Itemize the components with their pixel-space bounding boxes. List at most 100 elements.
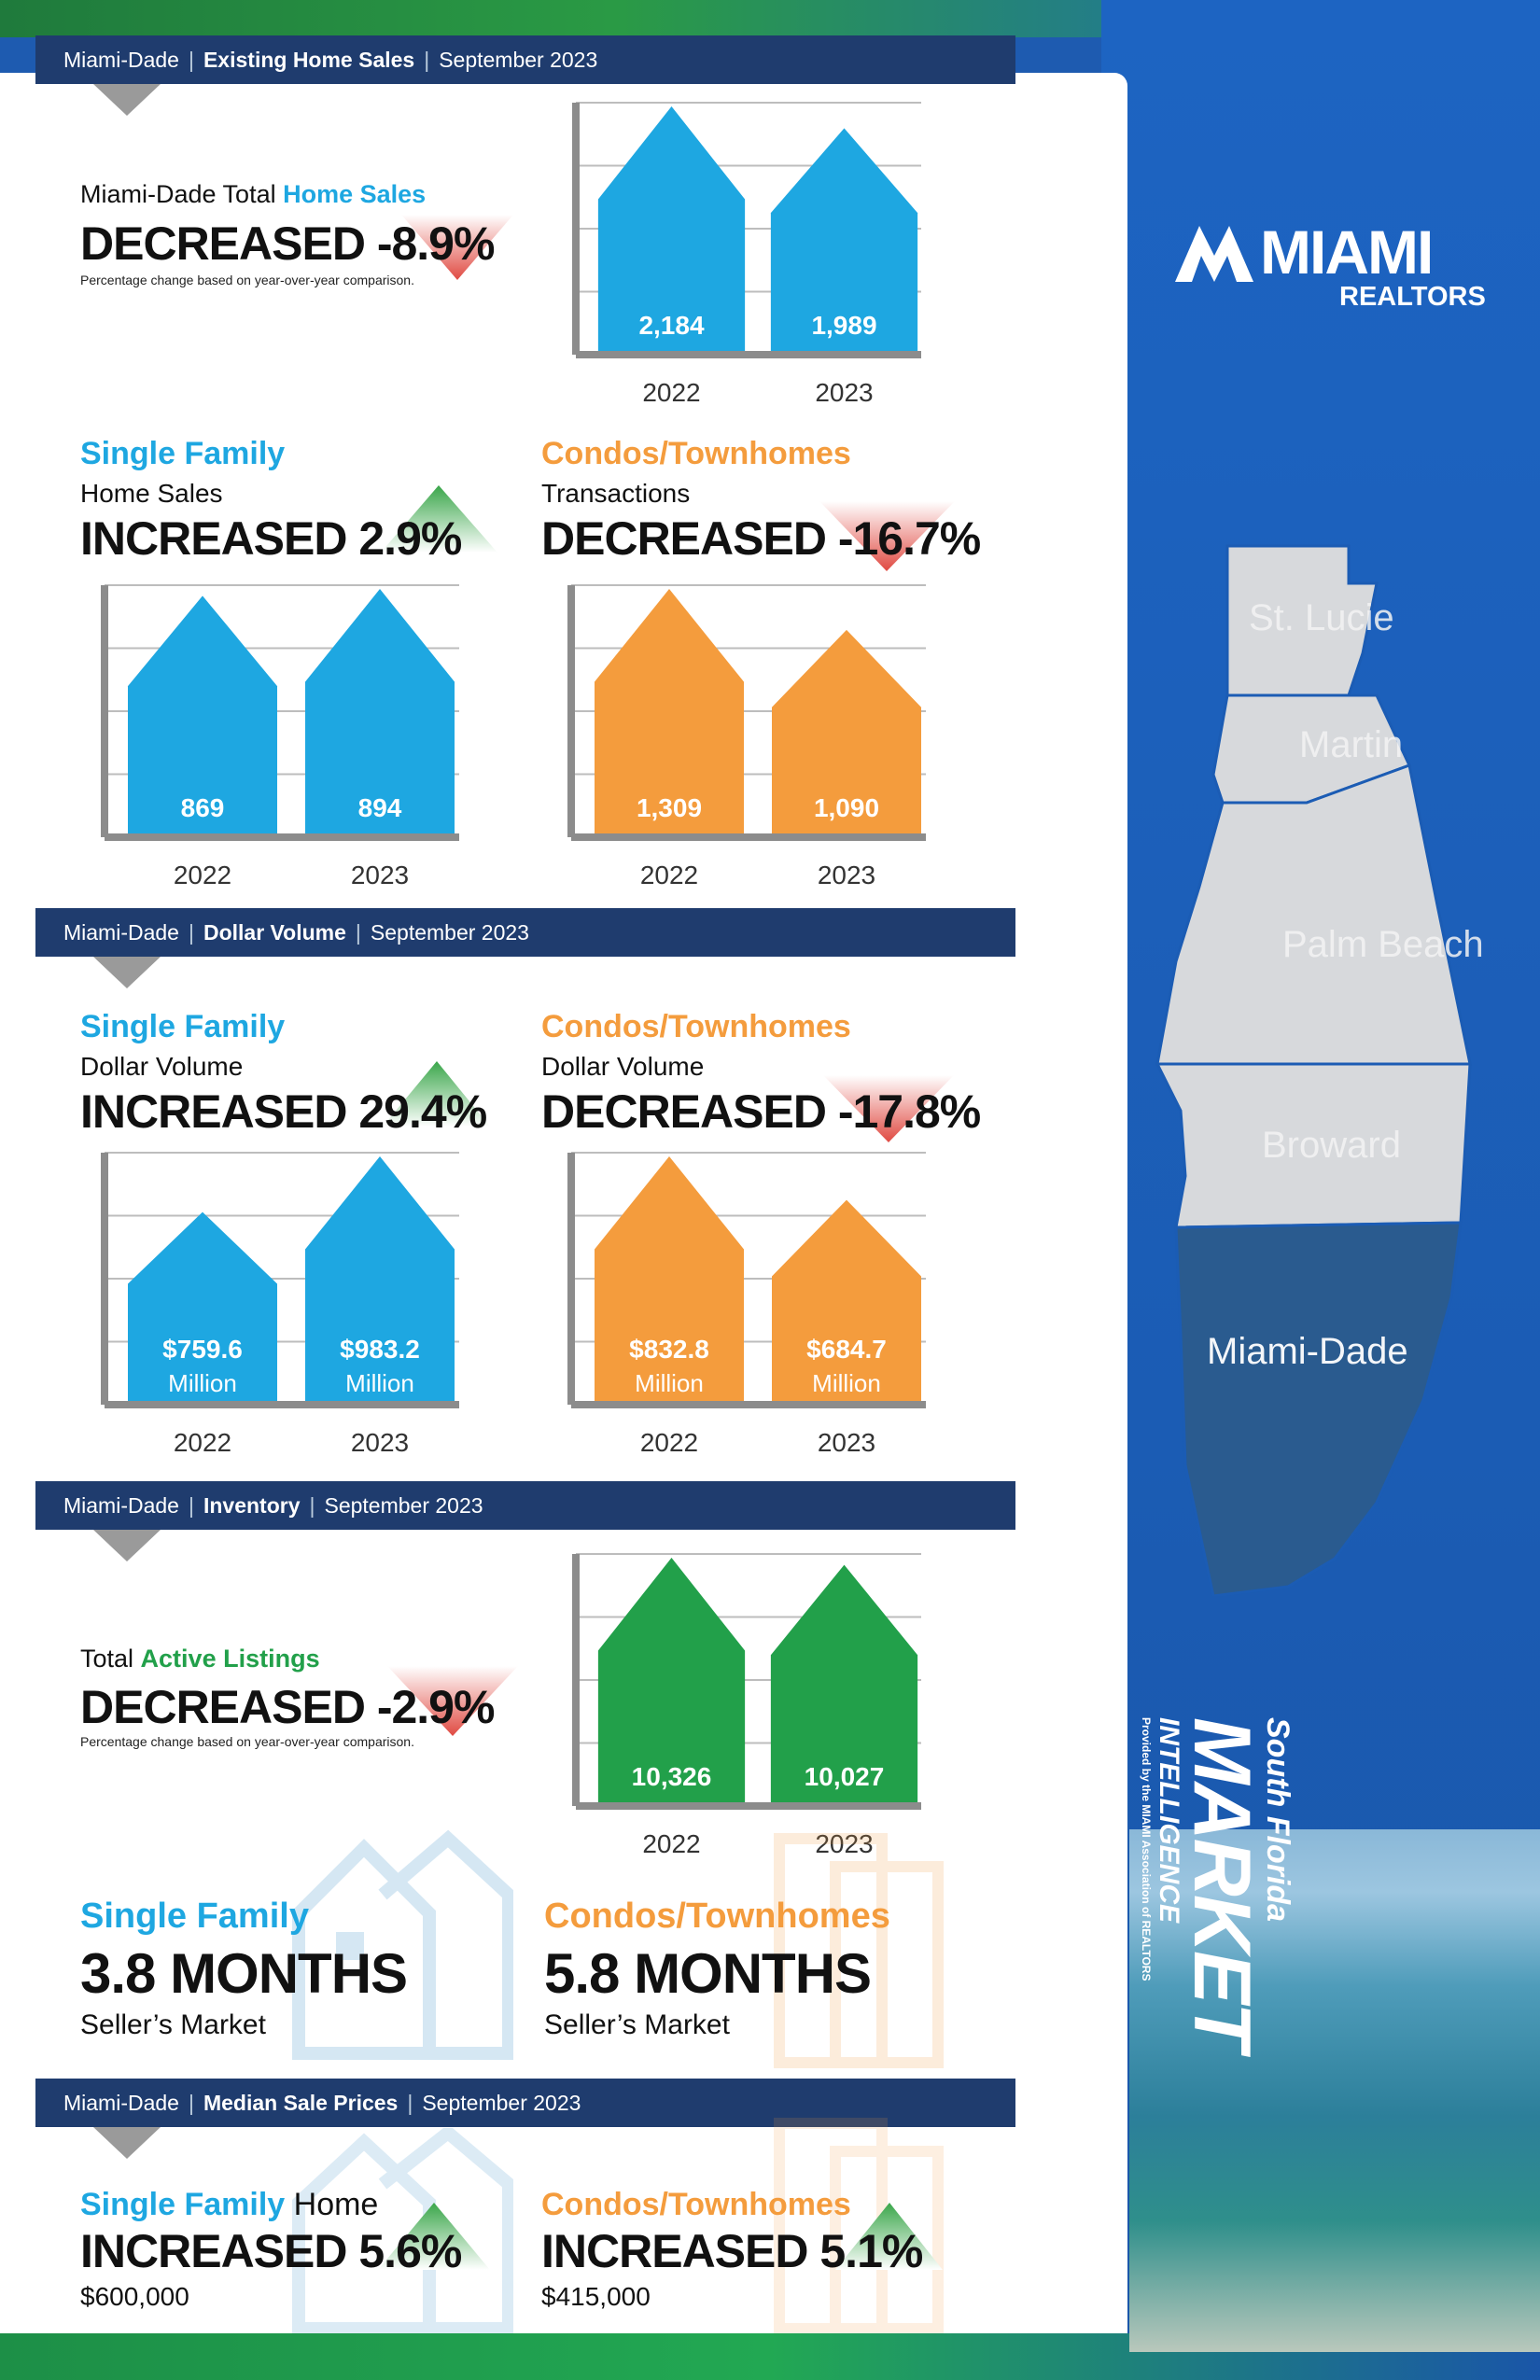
down-arrow-icon <box>387 1666 518 1736</box>
data-label: 1,989 <box>811 311 876 340</box>
bar-2023 <box>770 1564 918 1802</box>
banner-region: Miami-Dade <box>63 920 179 945</box>
total-sales-label: Miami-Dade Total Home Sales <box>80 180 426 209</box>
inventory-note: Percentage change based on year-over-yea… <box>80 1734 414 1749</box>
inventory-sf-months: 3.8 MONTHS <box>80 1942 408 2005</box>
down-arrow-icon <box>401 215 513 280</box>
data-label: 869 <box>181 793 225 822</box>
median-sf-heading-highlight: Single Family <box>80 2187 286 2222</box>
sf-volume-chart: $759.6 Million 2022 $983.2 Million 2023 <box>101 1152 459 1457</box>
logo-main-text: MIAMI <box>1260 217 1434 287</box>
x-tick-label: 2023 <box>815 1829 873 1858</box>
house-icon <box>292 1829 513 2060</box>
content-card <box>0 73 1127 2333</box>
condo-sales-change: DECREASED -16.7% <box>541 512 981 565</box>
data-label: $832.8 <box>629 1335 709 1364</box>
bar-2023 <box>305 1156 455 1401</box>
banner-period: September 2023 <box>370 920 529 945</box>
data-label: 10,027 <box>805 1762 885 1791</box>
median-sf-change: INCREASED 5.6% <box>80 2225 462 2277</box>
data-label: $983.2 <box>340 1335 420 1364</box>
banner-existing-home-sales: Miami-Dade | Existing Home Sales | September… <box>35 35 1015 84</box>
x-tick-label: 2022 <box>174 861 231 889</box>
x-tick-label: 2022 <box>642 1829 700 1858</box>
banner-period: September 2023 <box>422 2091 581 2115</box>
banner-region: Miami-Dade <box>63 2091 179 2115</box>
data-label: 894 <box>358 793 402 822</box>
median-condo-price: $415,000 <box>541 2282 651 2311</box>
down-arrow-icon <box>819 501 955 571</box>
condo-sales-sub: Transactions <box>541 479 691 508</box>
label-prefix: Miami-Dade Total <box>80 180 284 208</box>
market-intelligence-brand: South Florida MARKET INTELLIGENCE Provid… <box>1140 1717 1295 2203</box>
inventory-condo-months: 5.8 MONTHS <box>544 1942 872 2005</box>
inventory-condo-market: Seller’s Market <box>544 2009 730 2040</box>
banner-topic: Inventory <box>203 1493 301 1518</box>
total-sales-change: DECREASED -8.9% <box>80 217 495 270</box>
unit-label: Million <box>168 1369 237 1397</box>
median-condo-change: INCREASED 5.1% <box>541 2225 923 2277</box>
median-sf-heading-rest: Home <box>285 2187 379 2222</box>
brand-line4: Provided by the MIAMI Association of REA… <box>1140 1717 1153 1981</box>
map-label-st-lucie: St. Lucie <box>1249 597 1394 638</box>
banner-notch <box>93 84 161 116</box>
bar-2022 <box>128 1211 277 1401</box>
condo-sales-heading: Condos/Townhomes <box>541 436 851 471</box>
bar-2023 <box>770 128 918 351</box>
unit-label: Million <box>635 1369 704 1397</box>
banner-notch <box>93 957 161 988</box>
x-tick-label: 2022 <box>174 1428 231 1457</box>
data-label: 1,309 <box>637 793 702 822</box>
sf-volume-change: INCREASED 29.4% <box>80 1085 487 1138</box>
inventory-sf-market: Seller’s Market <box>80 2009 266 2040</box>
banner-median-sale-prices: Miami-Dade | Median Sale Prices | September … <box>35 2079 1015 2127</box>
banner-topic: Dollar Volume <box>203 920 346 945</box>
inventory-chart: 10,326 2022 10,027 2023 <box>572 1553 921 1858</box>
condo-volume-heading: Condos/Townhomes <box>541 1009 851 1044</box>
inventory-label: Total Active Listings <box>80 1645 320 1673</box>
sf-sales-change: INCREASED 2.9% <box>80 512 462 565</box>
banner-period: September 2023 <box>439 48 598 72</box>
up-arrow-icon <box>378 2203 490 2270</box>
down-arrow-icon <box>823 1075 954 1142</box>
map-label-miami-dade: Miami-Dade <box>1207 1331 1408 1372</box>
sf-volume-heading: Single Family <box>80 1009 286 1044</box>
label-highlight: Home Sales <box>283 180 427 208</box>
data-label: 10,326 <box>632 1762 712 1791</box>
banner-region: Miami-Dade <box>63 48 179 72</box>
logo-sub-text: REALTORS <box>1339 282 1486 312</box>
up-arrow-icon <box>383 1061 490 1127</box>
banner-region: Miami-Dade <box>63 1493 179 1518</box>
sf-sales-heading: Single Family <box>80 436 286 471</box>
condo-volume-chart: $832.8 Million 2022 $684.7 Million 2023 <box>567 1152 926 1457</box>
sf-sales-sub: Home Sales <box>80 479 223 508</box>
miami-realtors-logo: MIAMI REALTORS <box>1171 217 1489 319</box>
x-tick-label: 2023 <box>351 861 409 889</box>
data-label: 2,184 <box>638 311 704 340</box>
logo-mark-icon <box>1175 226 1253 282</box>
label-prefix: Total <box>80 1645 141 1673</box>
bar-2023 <box>772 1199 921 1401</box>
banner-period: September 2023 <box>324 1493 483 1518</box>
bar-2022 <box>128 595 277 833</box>
x-tick-label: 2023 <box>818 1428 875 1457</box>
banner-topic: Median Sale Prices <box>203 2091 399 2115</box>
condo-volume-change: DECREASED -17.8% <box>541 1085 981 1138</box>
condo-building-icon <box>774 1833 944 2068</box>
total-sales-note: Percentage change based on year-over-yea… <box>80 273 414 287</box>
median-condo-heading: Condos/Townhomes <box>541 2187 851 2222</box>
bar-2022 <box>595 589 744 833</box>
median-sf-price: $600,000 <box>80 2282 189 2311</box>
x-tick-label: 2023 <box>351 1428 409 1457</box>
map-label-palm-beach: Palm Beach <box>1282 924 1484 965</box>
map-label-broward: Broward <box>1262 1125 1401 1166</box>
south-florida-map <box>1155 544 1472 1596</box>
unit-label: Million <box>345 1369 414 1397</box>
banner-dollar-volume: Miami-Dade | Dollar Volume | September 2023 <box>35 908 1015 957</box>
total-sales-chart: 2,184 2022 1,989 2023 <box>572 102 921 407</box>
bar-2023 <box>772 629 921 833</box>
x-tick-label: 2022 <box>640 1428 698 1457</box>
inventory-condo-heading: Condos/Townhomes <box>544 1897 890 1936</box>
bar-2022 <box>597 1558 746 1802</box>
condo-sales-chart: 1,309 2022 1,090 2023 <box>567 584 926 889</box>
